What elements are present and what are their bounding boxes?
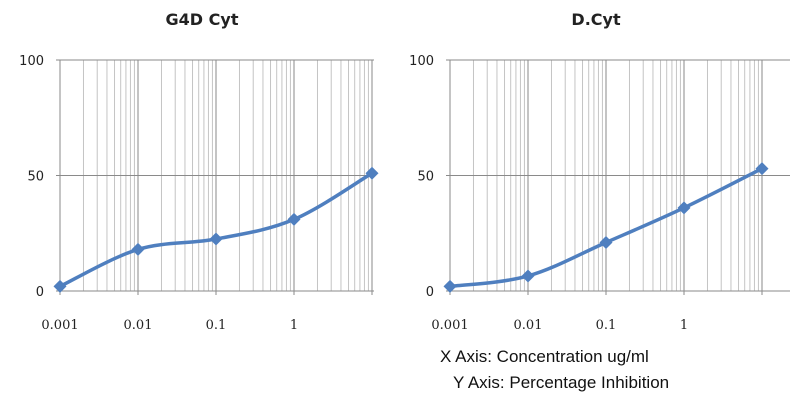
y-tick-label: 100 xyxy=(409,54,434,69)
y-tick-label: 50 xyxy=(27,170,44,185)
data-point xyxy=(365,166,379,180)
data-point xyxy=(53,279,67,293)
x-tick-label: 1 xyxy=(290,318,298,333)
data-point xyxy=(521,269,535,283)
data-point xyxy=(677,201,691,215)
y-axis-note: Y Axis: Percentage Inhibition xyxy=(453,373,669,392)
y-tick-label: 0 xyxy=(36,285,44,300)
data-point xyxy=(443,279,457,293)
y-tick-label: 50 xyxy=(417,170,434,185)
chart-title: G4D Cyt xyxy=(166,10,239,29)
chart-g4d-cyt: G4D Cyt 0 50 100 0.001 0.01 0.1 1 xyxy=(19,10,379,333)
y-tick-label: 0 xyxy=(426,285,434,300)
x-tick-label: 0.1 xyxy=(596,318,617,333)
data-point xyxy=(131,242,145,256)
chart-title: D.Cyt xyxy=(571,10,621,29)
chart-d-cyt: D.Cyt 0 50 100 0.001 0.01 0.1 1 xyxy=(409,10,790,333)
x-axis-note: X Axis: Concentration ug/ml xyxy=(440,347,649,366)
x-tick-label: 0.01 xyxy=(124,318,153,333)
x-tick-label: 0.001 xyxy=(431,318,468,333)
data-point xyxy=(755,162,769,176)
x-tick-label: 0.01 xyxy=(514,318,543,333)
y-tick-label: 100 xyxy=(19,54,44,69)
data-point xyxy=(209,232,223,246)
x-tick-label: 0.1 xyxy=(206,318,227,333)
x-tick-label: 1 xyxy=(680,318,688,333)
data-point xyxy=(287,212,301,226)
x-tick-label: 0.001 xyxy=(41,318,78,333)
data-point xyxy=(599,235,613,249)
